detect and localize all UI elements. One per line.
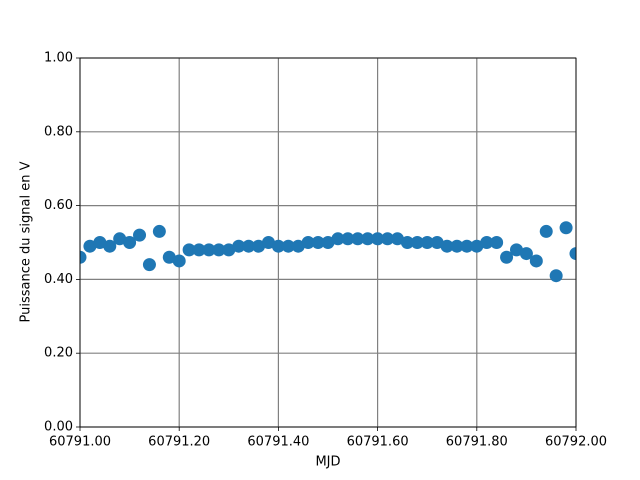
data-point	[381, 232, 395, 246]
data-point	[232, 239, 246, 253]
data-point	[529, 254, 543, 268]
data-point	[123, 236, 137, 249]
data-point	[271, 239, 285, 253]
y-tick-label: 1.00	[44, 51, 73, 66]
x-tick-label: 60791.20	[148, 435, 210, 450]
x-tick-label: 60791.00	[49, 435, 111, 450]
data-point	[420, 236, 434, 249]
data-point	[559, 221, 573, 235]
marks	[80, 221, 576, 283]
data-point	[172, 254, 186, 268]
data-point	[400, 236, 414, 249]
data-point	[569, 247, 576, 261]
axes-frame	[79, 57, 577, 428]
data-point	[80, 250, 87, 264]
x-tick-label: 60791.60	[347, 435, 409, 450]
data-point	[281, 239, 295, 253]
x-tick-label: 60791.40	[247, 435, 309, 450]
data-point	[133, 228, 147, 242]
data-point	[519, 247, 533, 261]
data-point	[162, 250, 176, 264]
data-point	[103, 239, 117, 253]
data-point	[222, 243, 236, 257]
data-point	[341, 232, 355, 246]
data-point	[113, 232, 127, 246]
data-point	[321, 236, 335, 249]
y-tick-label: 0.40	[44, 272, 73, 287]
data-point	[331, 232, 345, 246]
data-point	[93, 236, 107, 249]
data-point	[371, 232, 385, 246]
data-point	[212, 243, 226, 257]
data-point	[440, 239, 454, 253]
x-tick-label: 60791.80	[446, 435, 508, 450]
data-point	[182, 243, 196, 257]
y-tick-label: 0.80	[44, 124, 73, 139]
data-point	[430, 236, 444, 249]
data-point	[83, 239, 97, 253]
data-point	[242, 239, 256, 253]
data-point	[192, 243, 206, 257]
y-tick-label: 0.60	[44, 198, 73, 213]
ticks: 60791.00 60791.20 60791.40 60791.60 60791.80…	[44, 51, 607, 450]
data-point	[202, 243, 216, 257]
data-point	[261, 236, 275, 249]
data-point	[390, 232, 404, 246]
data-point	[460, 239, 474, 253]
data-point	[152, 224, 166, 238]
data-point	[361, 232, 375, 246]
data-point	[470, 239, 484, 253]
data-point	[509, 243, 523, 257]
data-point	[351, 232, 365, 246]
data-point	[301, 236, 315, 249]
data-point	[410, 236, 424, 249]
y-tick-label: 0.00	[44, 420, 73, 435]
data-point	[549, 269, 563, 283]
data-point	[480, 236, 494, 249]
y-axis-label: Puissance du signal en V	[19, 161, 34, 322]
data-point	[539, 224, 553, 238]
data-point	[490, 236, 504, 249]
data-point	[311, 236, 325, 249]
data-point	[500, 250, 514, 264]
data-point	[450, 239, 464, 253]
data-point	[252, 239, 266, 253]
x-axis-label: MJD	[315, 455, 340, 470]
y-tick-label: 0.20	[44, 346, 73, 361]
x-tick-label: 60792.00	[545, 435, 607, 450]
data-point	[291, 239, 305, 253]
data-point	[142, 258, 156, 272]
